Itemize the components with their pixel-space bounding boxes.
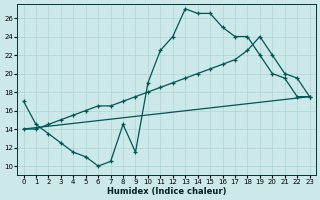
X-axis label: Humidex (Indice chaleur): Humidex (Indice chaleur) bbox=[107, 187, 226, 196]
